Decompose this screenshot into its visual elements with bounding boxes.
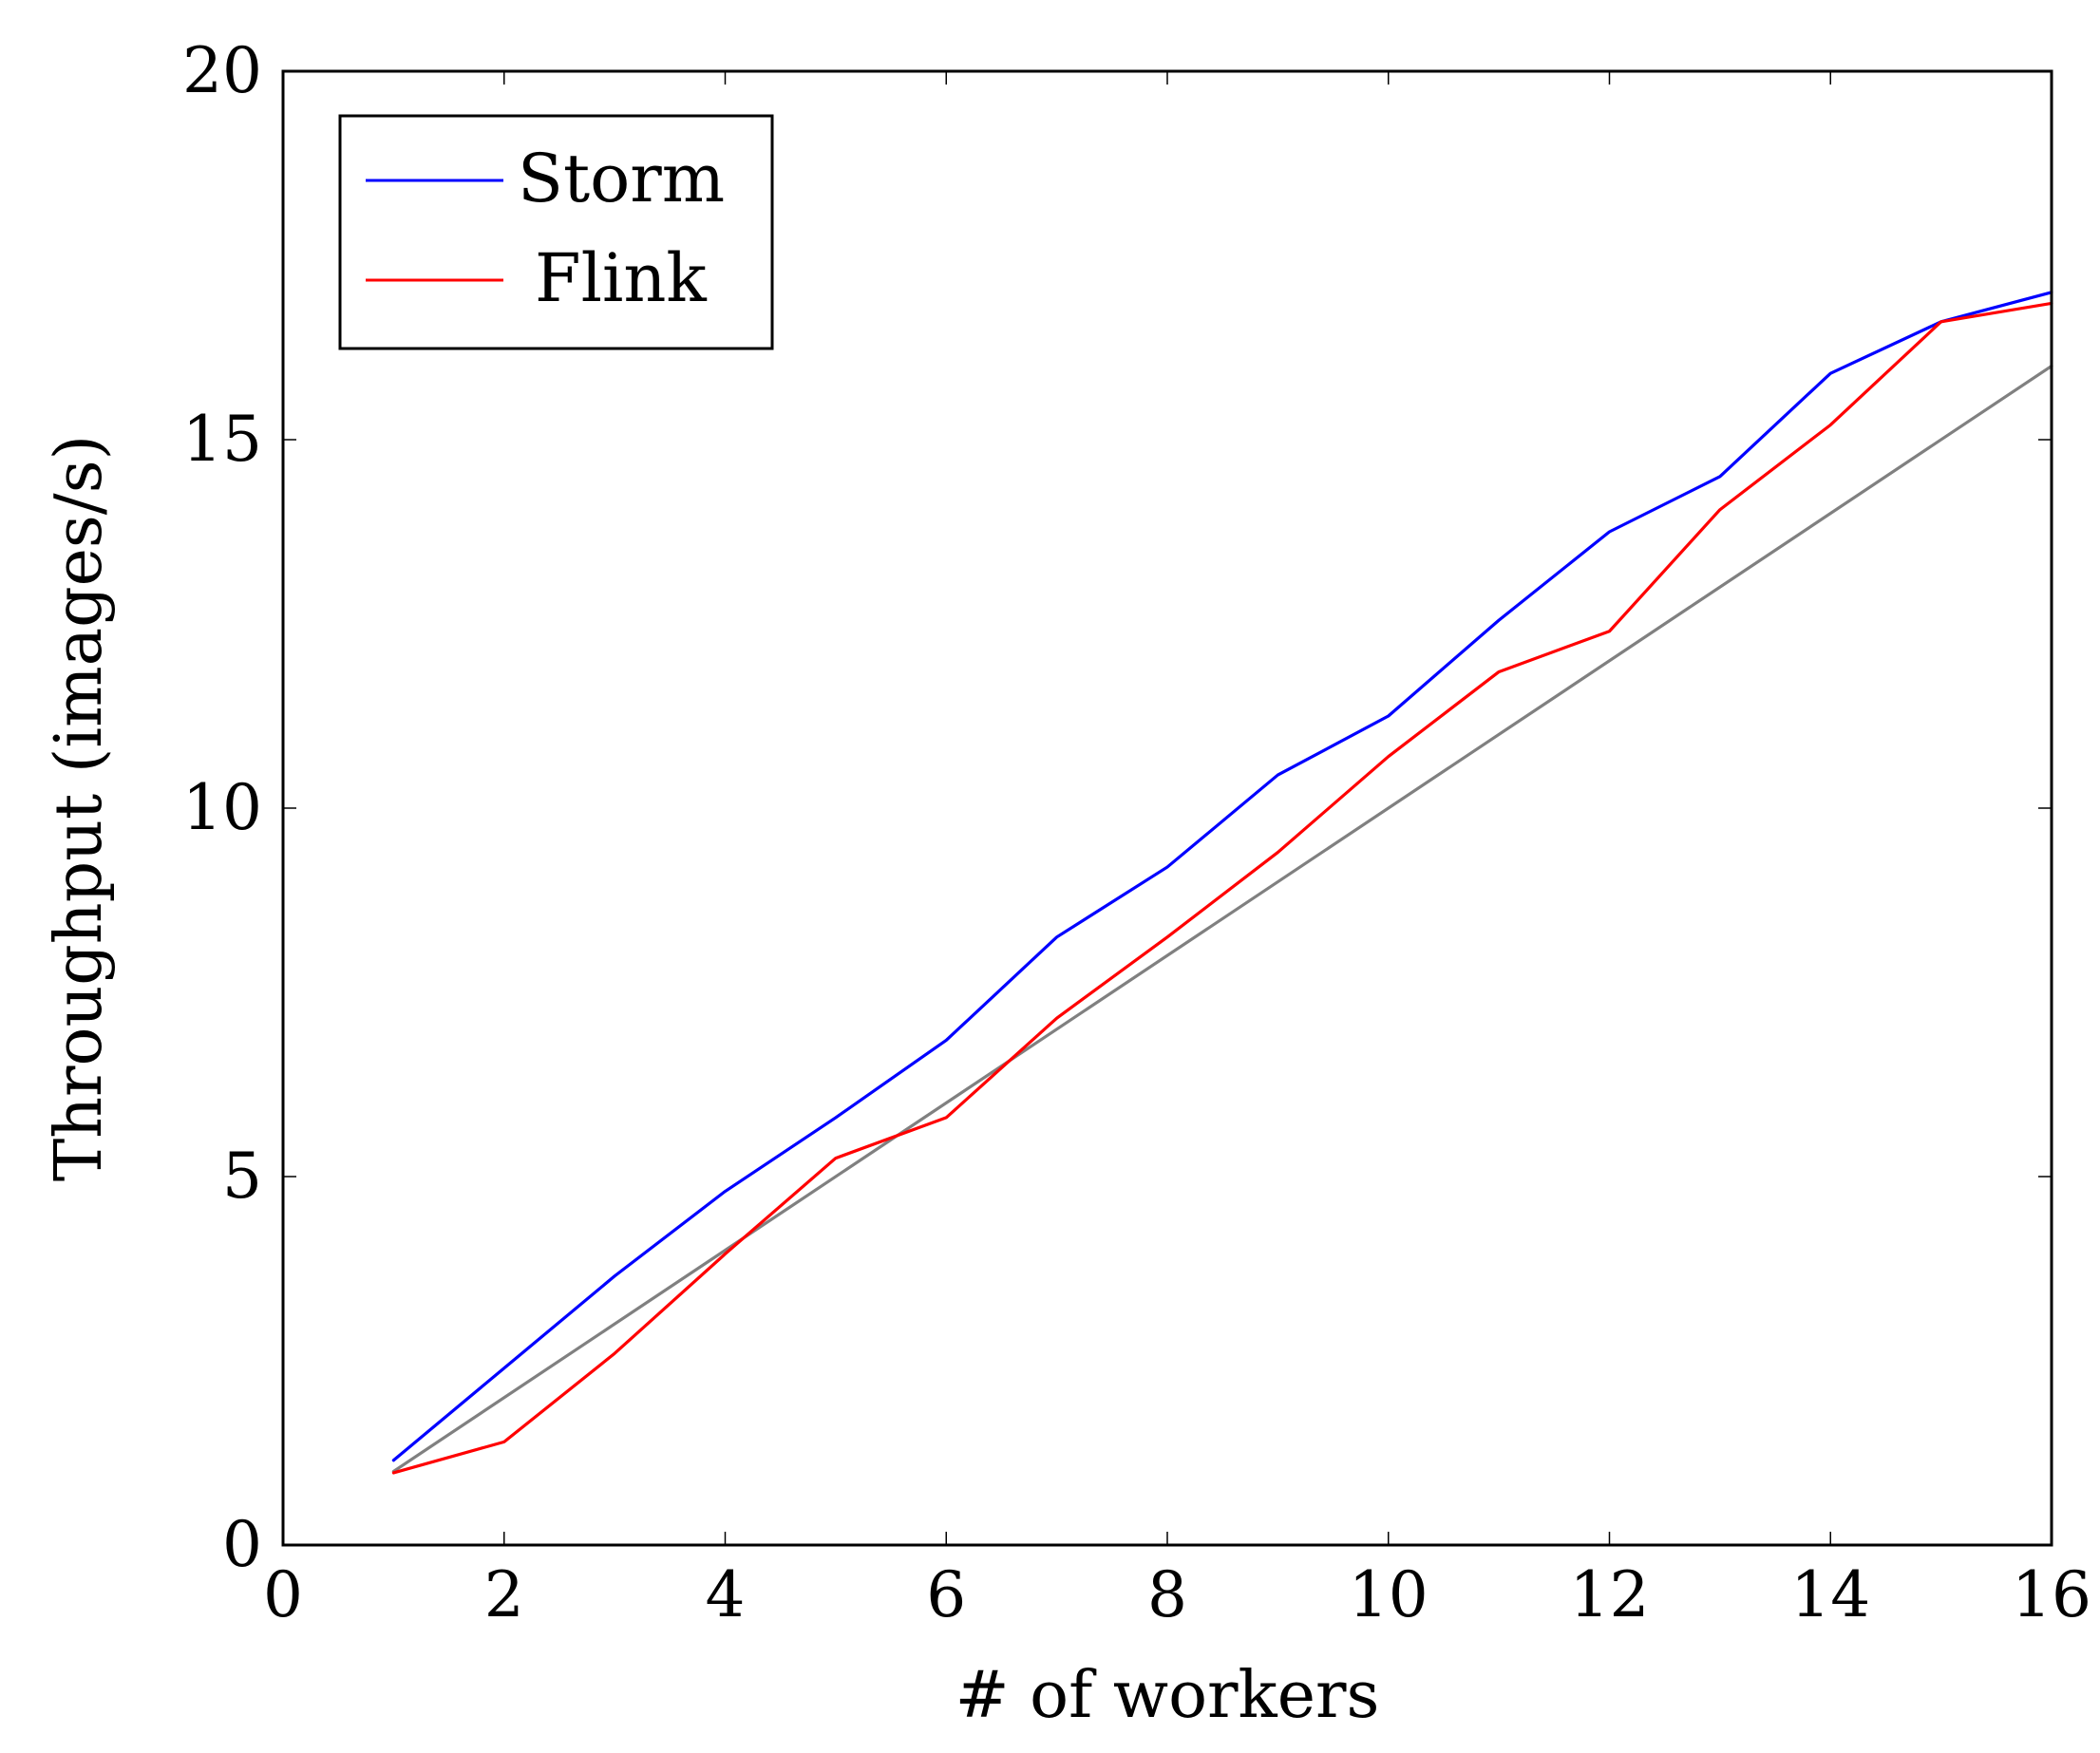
y-tick-label: 15	[182, 403, 262, 476]
y-tick-label: 5	[222, 1140, 262, 1213]
x-tick-label: 2	[484, 1558, 524, 1631]
plot-frame	[281, 69, 2053, 1547]
series-line-reference	[391, 364, 2053, 1474]
x-tick-label: 4	[706, 1558, 746, 1631]
ticks-layer: 0 2 4 6 8 10 12 14 16 0 5 10 15 20	[182, 34, 2091, 1631]
x-tick-label: 16	[2012, 1558, 2091, 1631]
series-layer	[391, 291, 2053, 1475]
x-axis-title: # of workers	[955, 1658, 1380, 1733]
y-tick-label: 10	[182, 771, 262, 844]
x-tick-label: 8	[1147, 1558, 1187, 1631]
x-tick-label: 0	[263, 1558, 303, 1631]
series-line-flink	[391, 301, 2053, 1475]
y-axis-title: Throughput (images/s)	[42, 435, 117, 1181]
legend-box	[338, 114, 774, 350]
legend-label-flink: Flink	[535, 239, 707, 317]
x-tick-label: 6	[926, 1558, 966, 1631]
x-tick-label: 14	[1790, 1558, 1870, 1631]
series-line-storm	[391, 291, 2053, 1462]
x-tick-label: 10	[1349, 1558, 1428, 1631]
y-tick-label: 20	[182, 34, 262, 107]
y-tick-label: 0	[222, 1508, 262, 1581]
legend: Storm Flink	[338, 114, 774, 350]
legend-label-storm: Storm	[518, 140, 725, 217]
x-tick-label: 12	[1570, 1558, 1650, 1631]
